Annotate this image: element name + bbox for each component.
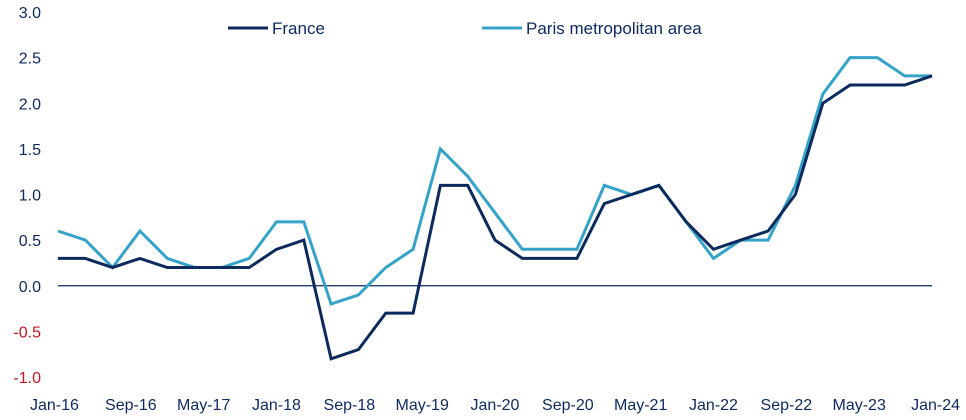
series-line-france: [58, 74, 933, 361]
x-tick-label: Sep-18: [324, 397, 376, 414]
x-tick-label: May-21: [614, 397, 667, 414]
y-tick-label: 0.0: [19, 279, 41, 296]
y-tick-label: 1.5: [19, 142, 41, 159]
y-tick-label: 2.5: [19, 51, 41, 68]
x-tick-label: Sep-16: [105, 397, 157, 414]
x-tick-label: Jan-16: [30, 397, 79, 414]
y-tick-label: 3.0: [19, 5, 41, 22]
x-tick-label: May-23: [832, 397, 885, 414]
legend-label-france: France: [272, 19, 325, 38]
x-tick-label: Sep-22: [761, 397, 813, 414]
legend-label-paris: Paris metropolitan area: [526, 19, 702, 38]
y-tick-label: -0.5: [13, 324, 41, 341]
legend: France Paris metropolitan area: [228, 19, 702, 38]
x-tick-label: Jan-18: [252, 397, 301, 414]
x-tick-label: Jan-24: [911, 397, 960, 414]
x-tick-label: Sep-20: [542, 397, 594, 414]
x-tick-label: May-19: [395, 397, 448, 414]
x-axis-ticks: Jan-16 Sep-16 May-17 Jan-18 Sep-18 May-19 Jan-…: [30, 397, 960, 414]
y-tick-label: 1.0: [19, 188, 41, 205]
x-tick-label: Jan-20: [471, 397, 520, 414]
y-tick-label: -1.0: [13, 370, 41, 387]
x-tick-label: Jan-22: [689, 397, 738, 414]
y-axis-ticks: 3.0 2.5 2.0 1.5 1.0 0.5 0.0 -0.5 -1.0: [13, 5, 41, 387]
y-tick-label: 2.0: [19, 96, 41, 113]
x-tick-label: May-17: [177, 397, 230, 414]
y-tick-label: 0.5: [19, 233, 41, 250]
series-lines: [57, 56, 933, 361]
